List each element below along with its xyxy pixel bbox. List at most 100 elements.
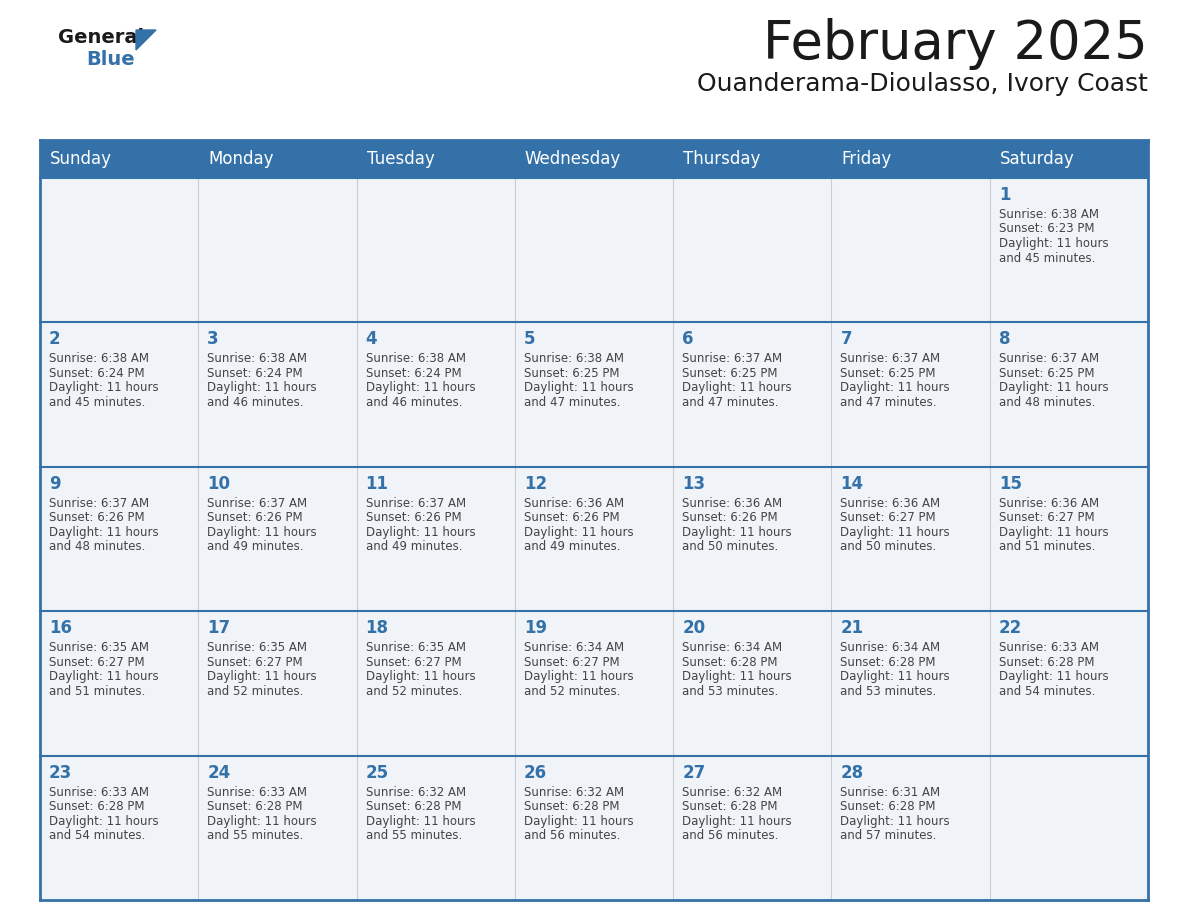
Text: and 53 minutes.: and 53 minutes. xyxy=(682,685,778,698)
Text: Saturday: Saturday xyxy=(1000,150,1074,168)
Text: Sunset: 6:26 PM: Sunset: 6:26 PM xyxy=(49,511,145,524)
Text: Daylight: 11 hours: Daylight: 11 hours xyxy=(49,381,159,395)
Bar xyxy=(40,611,198,756)
Text: Sunrise: 6:37 AM: Sunrise: 6:37 AM xyxy=(207,497,308,509)
Bar xyxy=(356,322,514,466)
Text: and 54 minutes.: and 54 minutes. xyxy=(999,685,1095,698)
Text: 2: 2 xyxy=(49,330,61,349)
Bar xyxy=(832,611,990,756)
Bar xyxy=(674,611,832,756)
Text: Daylight: 11 hours: Daylight: 11 hours xyxy=(49,670,159,683)
Text: Sunset: 6:25 PM: Sunset: 6:25 PM xyxy=(682,367,778,380)
Text: 26: 26 xyxy=(524,764,546,781)
Bar xyxy=(40,322,198,466)
Text: 25: 25 xyxy=(366,764,388,781)
Bar xyxy=(674,178,832,322)
Text: Daylight: 11 hours: Daylight: 11 hours xyxy=(840,814,950,828)
Text: 14: 14 xyxy=(840,475,864,493)
Text: Sunrise: 6:37 AM: Sunrise: 6:37 AM xyxy=(366,497,466,509)
Bar xyxy=(356,178,514,322)
Text: 6: 6 xyxy=(682,330,694,349)
Text: 27: 27 xyxy=(682,764,706,781)
Bar xyxy=(832,466,990,611)
Text: Sunset: 6:28 PM: Sunset: 6:28 PM xyxy=(524,800,619,813)
Text: Daylight: 11 hours: Daylight: 11 hours xyxy=(999,670,1108,683)
Text: and 49 minutes.: and 49 minutes. xyxy=(524,541,620,554)
Text: Sunset: 6:25 PM: Sunset: 6:25 PM xyxy=(999,367,1094,380)
Bar xyxy=(674,756,832,900)
Text: Sunrise: 6:36 AM: Sunrise: 6:36 AM xyxy=(524,497,624,509)
Text: Daylight: 11 hours: Daylight: 11 hours xyxy=(207,814,317,828)
Bar xyxy=(832,322,990,466)
Text: Sunrise: 6:33 AM: Sunrise: 6:33 AM xyxy=(49,786,148,799)
Bar xyxy=(514,756,674,900)
Text: and 52 minutes.: and 52 minutes. xyxy=(524,685,620,698)
Text: 24: 24 xyxy=(207,764,230,781)
Text: Sunset: 6:28 PM: Sunset: 6:28 PM xyxy=(49,800,145,813)
Text: Sunrise: 6:32 AM: Sunrise: 6:32 AM xyxy=(682,786,782,799)
Text: Thursday: Thursday xyxy=(683,150,760,168)
Text: Daylight: 11 hours: Daylight: 11 hours xyxy=(207,526,317,539)
Text: and 48 minutes.: and 48 minutes. xyxy=(999,396,1095,409)
Text: Monday: Monday xyxy=(208,150,273,168)
Text: Sunday: Sunday xyxy=(50,150,112,168)
Text: Daylight: 11 hours: Daylight: 11 hours xyxy=(840,670,950,683)
Bar xyxy=(990,466,1148,611)
Text: and 56 minutes.: and 56 minutes. xyxy=(682,829,778,842)
Text: Tuesday: Tuesday xyxy=(367,150,435,168)
Text: Sunrise: 6:33 AM: Sunrise: 6:33 AM xyxy=(207,786,308,799)
Text: Sunrise: 6:36 AM: Sunrise: 6:36 AM xyxy=(682,497,782,509)
Text: and 56 minutes.: and 56 minutes. xyxy=(524,829,620,842)
Text: Wednesday: Wednesday xyxy=(525,150,621,168)
Bar xyxy=(990,178,1148,322)
Text: Sunset: 6:27 PM: Sunset: 6:27 PM xyxy=(207,655,303,668)
Text: and 47 minutes.: and 47 minutes. xyxy=(682,396,778,409)
Bar xyxy=(356,756,514,900)
Bar xyxy=(514,466,674,611)
Text: and 54 minutes.: and 54 minutes. xyxy=(49,829,145,842)
Text: Daylight: 11 hours: Daylight: 11 hours xyxy=(366,670,475,683)
Bar xyxy=(514,322,674,466)
Text: 20: 20 xyxy=(682,620,706,637)
Text: Sunset: 6:24 PM: Sunset: 6:24 PM xyxy=(207,367,303,380)
Text: Sunset: 6:25 PM: Sunset: 6:25 PM xyxy=(524,367,619,380)
Text: 17: 17 xyxy=(207,620,230,637)
Bar xyxy=(832,178,990,322)
Text: Sunset: 6:26 PM: Sunset: 6:26 PM xyxy=(682,511,778,524)
Text: 11: 11 xyxy=(366,475,388,493)
Bar xyxy=(514,611,674,756)
Text: Sunset: 6:28 PM: Sunset: 6:28 PM xyxy=(207,800,303,813)
Text: 16: 16 xyxy=(49,620,72,637)
Text: Sunrise: 6:37 AM: Sunrise: 6:37 AM xyxy=(682,353,782,365)
Text: Daylight: 11 hours: Daylight: 11 hours xyxy=(366,526,475,539)
Text: Sunrise: 6:34 AM: Sunrise: 6:34 AM xyxy=(840,641,941,655)
Text: Sunset: 6:26 PM: Sunset: 6:26 PM xyxy=(366,511,461,524)
Text: and 57 minutes.: and 57 minutes. xyxy=(840,829,937,842)
Text: Sunrise: 6:34 AM: Sunrise: 6:34 AM xyxy=(682,641,782,655)
Bar xyxy=(40,140,1148,178)
Text: and 47 minutes.: and 47 minutes. xyxy=(524,396,620,409)
Bar xyxy=(40,466,198,611)
Text: 4: 4 xyxy=(366,330,378,349)
Text: and 53 minutes.: and 53 minutes. xyxy=(840,685,936,698)
Text: Sunset: 6:28 PM: Sunset: 6:28 PM xyxy=(366,800,461,813)
Bar xyxy=(40,178,198,322)
Text: Sunrise: 6:36 AM: Sunrise: 6:36 AM xyxy=(840,497,941,509)
Text: Daylight: 11 hours: Daylight: 11 hours xyxy=(524,381,633,395)
Text: Sunset: 6:27 PM: Sunset: 6:27 PM xyxy=(840,511,936,524)
Text: Sunrise: 6:38 AM: Sunrise: 6:38 AM xyxy=(524,353,624,365)
Text: Sunset: 6:23 PM: Sunset: 6:23 PM xyxy=(999,222,1094,236)
Text: and 55 minutes.: and 55 minutes. xyxy=(366,829,462,842)
Text: 7: 7 xyxy=(840,330,852,349)
Text: Daylight: 11 hours: Daylight: 11 hours xyxy=(207,670,317,683)
Text: Daylight: 11 hours: Daylight: 11 hours xyxy=(524,814,633,828)
Text: Daylight: 11 hours: Daylight: 11 hours xyxy=(999,381,1108,395)
Bar xyxy=(514,178,674,322)
Bar xyxy=(198,611,356,756)
Text: Sunrise: 6:31 AM: Sunrise: 6:31 AM xyxy=(840,786,941,799)
Text: Daylight: 11 hours: Daylight: 11 hours xyxy=(840,381,950,395)
Text: Sunrise: 6:38 AM: Sunrise: 6:38 AM xyxy=(999,208,1099,221)
Text: Sunset: 6:25 PM: Sunset: 6:25 PM xyxy=(840,367,936,380)
Polygon shape xyxy=(135,30,156,50)
Bar xyxy=(198,756,356,900)
